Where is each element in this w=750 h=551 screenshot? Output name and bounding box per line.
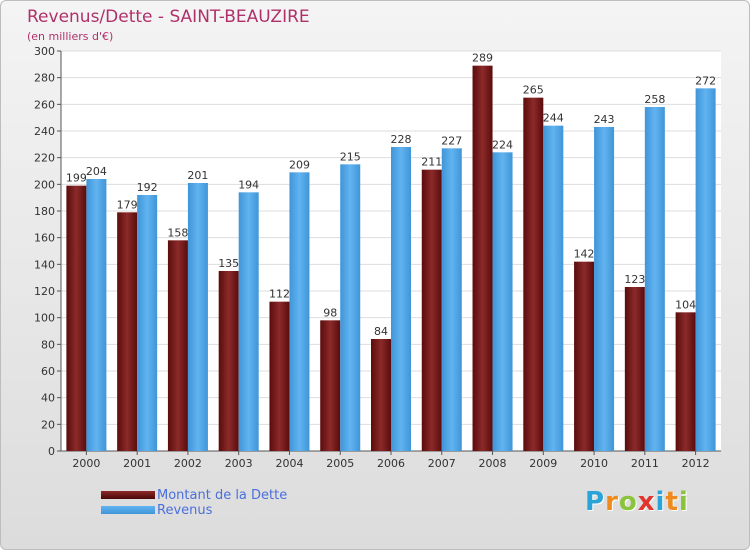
y-tick-label: 60	[41, 365, 55, 378]
legend-label-dette: Montant de la Dette	[157, 487, 288, 503]
bar-dette	[574, 261, 595, 451]
y-tick-label: 300	[34, 45, 55, 58]
data-label-revenus: 194	[238, 178, 259, 191]
x-tick-label: 2009	[529, 457, 557, 470]
bar-revenus	[441, 148, 462, 452]
y-tick-label: 120	[34, 285, 55, 298]
x-tick-label: 2002	[174, 457, 202, 470]
x-tick-label: 2012	[682, 457, 710, 470]
legend-item-revenus: Revenus	[101, 502, 212, 518]
logo-letter: o	[618, 487, 638, 517]
bar-revenus	[391, 147, 411, 451]
data-label-dette: 112	[269, 288, 290, 301]
x-tick-label: 2005	[326, 457, 354, 470]
bar-dette	[269, 301, 290, 451]
bar-revenus	[289, 172, 310, 452]
data-label-dette: 104	[675, 298, 696, 311]
bar-dette	[624, 287, 645, 451]
x-tick-label: 2001	[123, 457, 151, 470]
logo-letter: t	[665, 487, 679, 517]
data-label-revenus: 201	[187, 169, 208, 182]
x-tick-label: 2008	[479, 457, 507, 470]
data-label-dette: 123	[624, 273, 645, 286]
legend-label-revenus: Revenus	[157, 502, 213, 518]
x-tick-label: 2007	[428, 457, 456, 470]
data-label-dette: 199	[66, 172, 87, 185]
x-tick-label: 2000	[72, 457, 100, 470]
data-label-dette: 289	[472, 52, 493, 65]
x-tick-label: 2004	[275, 457, 303, 470]
bar-revenus	[340, 164, 361, 452]
logo-letter: P	[585, 487, 606, 517]
chart-title: Revenus/Dette - SAINT-BEAUZIRE	[27, 7, 310, 27]
y-tick-label: 180	[34, 205, 55, 218]
x-tick-label: 2010	[580, 457, 608, 470]
x-tick-label: 2003	[225, 457, 253, 470]
y-tick-label: 260	[34, 98, 55, 111]
y-tick-label: 220	[34, 152, 55, 165]
data-label-revenus: 192	[137, 181, 158, 194]
bar-revenus	[492, 152, 513, 452]
data-label-dette: 84	[374, 325, 388, 338]
bar-revenus	[137, 195, 158, 451]
bar-revenus	[187, 183, 208, 451]
bar-dette	[320, 320, 341, 451]
y-tick-label: 40	[41, 392, 55, 405]
x-tick-label: 2011	[631, 457, 659, 470]
logo-letter: r	[605, 487, 619, 517]
proxiti-logo: Proxiti	[585, 487, 689, 517]
data-label-dette: 158	[167, 226, 188, 239]
bar-revenus	[644, 107, 665, 451]
bar-revenus	[594, 127, 615, 451]
data-label-dette: 135	[218, 257, 239, 270]
bar-dette	[66, 185, 87, 451]
y-tick-label: 80	[41, 338, 55, 351]
data-label-revenus: 215	[340, 150, 361, 163]
y-tick-label: 0	[48, 445, 55, 458]
y-tick-label: 280	[34, 72, 55, 85]
bar-dette	[472, 65, 493, 452]
legend-swatch-dette	[101, 491, 155, 499]
bar-dette	[523, 97, 544, 452]
data-label-revenus: 244	[543, 112, 564, 125]
bar-revenus	[543, 125, 564, 452]
bar-revenus	[238, 192, 259, 452]
bar-dette	[421, 169, 442, 451]
logo-letter: x	[637, 487, 656, 517]
legend-item-dette: Montant de la Dette	[101, 487, 287, 503]
data-label-revenus: 228	[391, 133, 412, 146]
legend-swatch-revenus	[101, 506, 155, 514]
data-label-revenus: 272	[695, 74, 716, 87]
data-label-revenus: 204	[86, 165, 107, 178]
y-tick-label: 240	[34, 125, 55, 138]
data-label-dette: 265	[523, 84, 544, 97]
data-label-dette: 211	[421, 156, 442, 169]
bar-dette	[218, 271, 239, 451]
bar-dette	[371, 339, 391, 451]
data-label-revenus: 243	[594, 113, 615, 126]
bar-revenus	[695, 88, 716, 451]
chart-subtitle: (en milliers d'€)	[27, 30, 114, 43]
data-label-revenus: 258	[644, 93, 665, 106]
y-tick-label: 140	[34, 258, 55, 271]
bar-dette	[167, 240, 188, 451]
bar-revenus	[86, 179, 107, 451]
y-tick-label: 200	[34, 178, 55, 191]
bar-dette	[117, 212, 138, 451]
data-label-revenus: 209	[289, 158, 310, 171]
logo-letter: i	[678, 487, 689, 517]
y-tick-label: 20	[41, 418, 55, 431]
data-label-dette: 98	[323, 306, 337, 319]
y-tick-label: 160	[34, 232, 55, 245]
x-tick-label: 2006	[377, 457, 405, 470]
data-label-dette: 179	[117, 198, 138, 211]
y-tick-label: 100	[34, 312, 55, 325]
logo-letter: i	[655, 487, 666, 517]
data-label-dette: 142	[574, 248, 595, 261]
data-label-revenus: 224	[492, 138, 513, 151]
bar-dette	[675, 312, 696, 451]
data-label-revenus: 227	[441, 134, 462, 147]
